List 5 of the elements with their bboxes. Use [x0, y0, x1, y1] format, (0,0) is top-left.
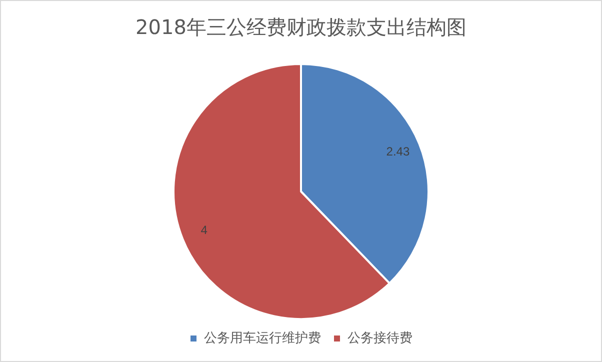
- chart-title: 2018年三公经费财政拨款支出结构图: [136, 15, 466, 40]
- legend-label: 公务接待费: [348, 330, 412, 346]
- data-label: 4: [200, 222, 208, 237]
- legend-label: 公务用车运行维护费: [204, 330, 321, 346]
- data-label: 2.43: [386, 144, 410, 159]
